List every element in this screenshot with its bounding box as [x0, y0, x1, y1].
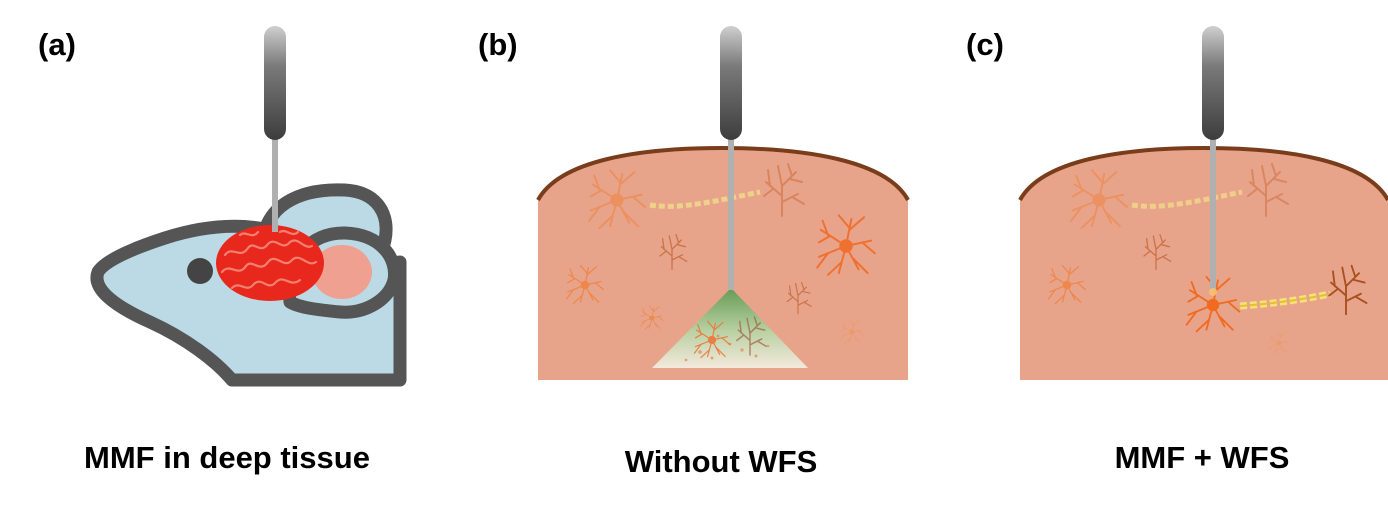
panel-c-label: (c): [966, 27, 1004, 62]
brain-illustration: [216, 225, 324, 301]
panel-c: (c) MMF + WFS: [966, 26, 1388, 475]
neurons-b: [565, 163, 876, 344]
tissue-block-b: [536, 145, 910, 380]
panel-b-label: (b): [478, 27, 518, 62]
panel-a-label: (a): [38, 27, 76, 62]
panel-a-caption: MMF in deep tissue: [84, 440, 370, 475]
panel-b-caption: Without WFS: [625, 444, 818, 479]
fiber-probe-c: [1202, 26, 1224, 296]
speckle-cone: [652, 288, 808, 368]
panel-c-caption: MMF + WFS: [1115, 440, 1290, 475]
neurons-c: [1047, 163, 1368, 354]
panel-a: (a) MM: [38, 26, 407, 475]
fiber-probe-a: [264, 26, 286, 232]
fiber-probe-b: [720, 26, 742, 290]
tissue-block-c: [1018, 145, 1388, 380]
mouse-eye-icon: [187, 258, 213, 284]
panel-b: (b): [478, 26, 910, 479]
